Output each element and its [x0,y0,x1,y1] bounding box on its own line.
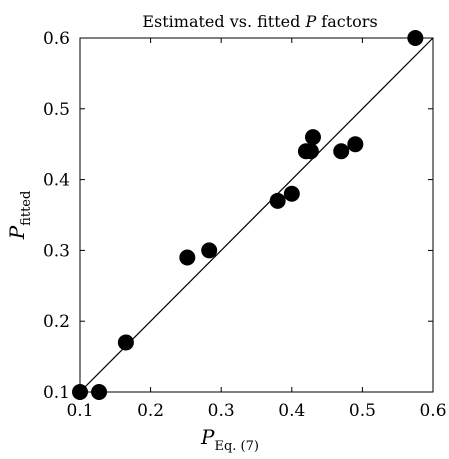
data-point [269,192,286,209]
data-point [91,384,108,400]
y-tick-label: 0.4 [43,171,70,191]
plot-area-frame [79,37,434,393]
data-point [304,129,321,146]
data-point [179,249,196,266]
reference-line [79,37,434,393]
data-point [201,242,218,259]
y-tick-label: 0.1 [43,383,70,403]
x-tick-label: 0.1 [66,401,93,421]
chart-title: Estimated vs. fitted P factors [142,12,377,31]
data-point [72,384,88,400]
tick-labels: 0.1 0.2 0.3 0.4 0.5 0.6 0.1 0.2 0.3 0.4 0.5 0.6 [43,29,447,421]
data-point [407,30,424,46]
x-tick-label: 0.2 [137,401,164,421]
y-tick-label: 0.6 [43,29,70,49]
data-points [72,30,424,400]
data-point [347,136,364,153]
x-tick-label: 0.3 [208,401,235,421]
y-axis-label: Pfitted [5,191,34,241]
data-point [333,143,350,160]
y-tick-label: 0.5 [43,100,70,120]
x-axis-label: PEq. (7) [200,425,259,454]
y-tick-label: 0.2 [43,312,70,332]
y-tick-label: 0.3 [43,241,70,261]
x-tick-label: 0.6 [419,401,446,421]
data-point [117,334,134,351]
x-tick-label: 0.4 [278,401,305,421]
data-point [283,185,300,202]
data-point [302,143,319,160]
reference-line-group [79,37,434,393]
x-tick-label: 0.5 [349,401,376,421]
